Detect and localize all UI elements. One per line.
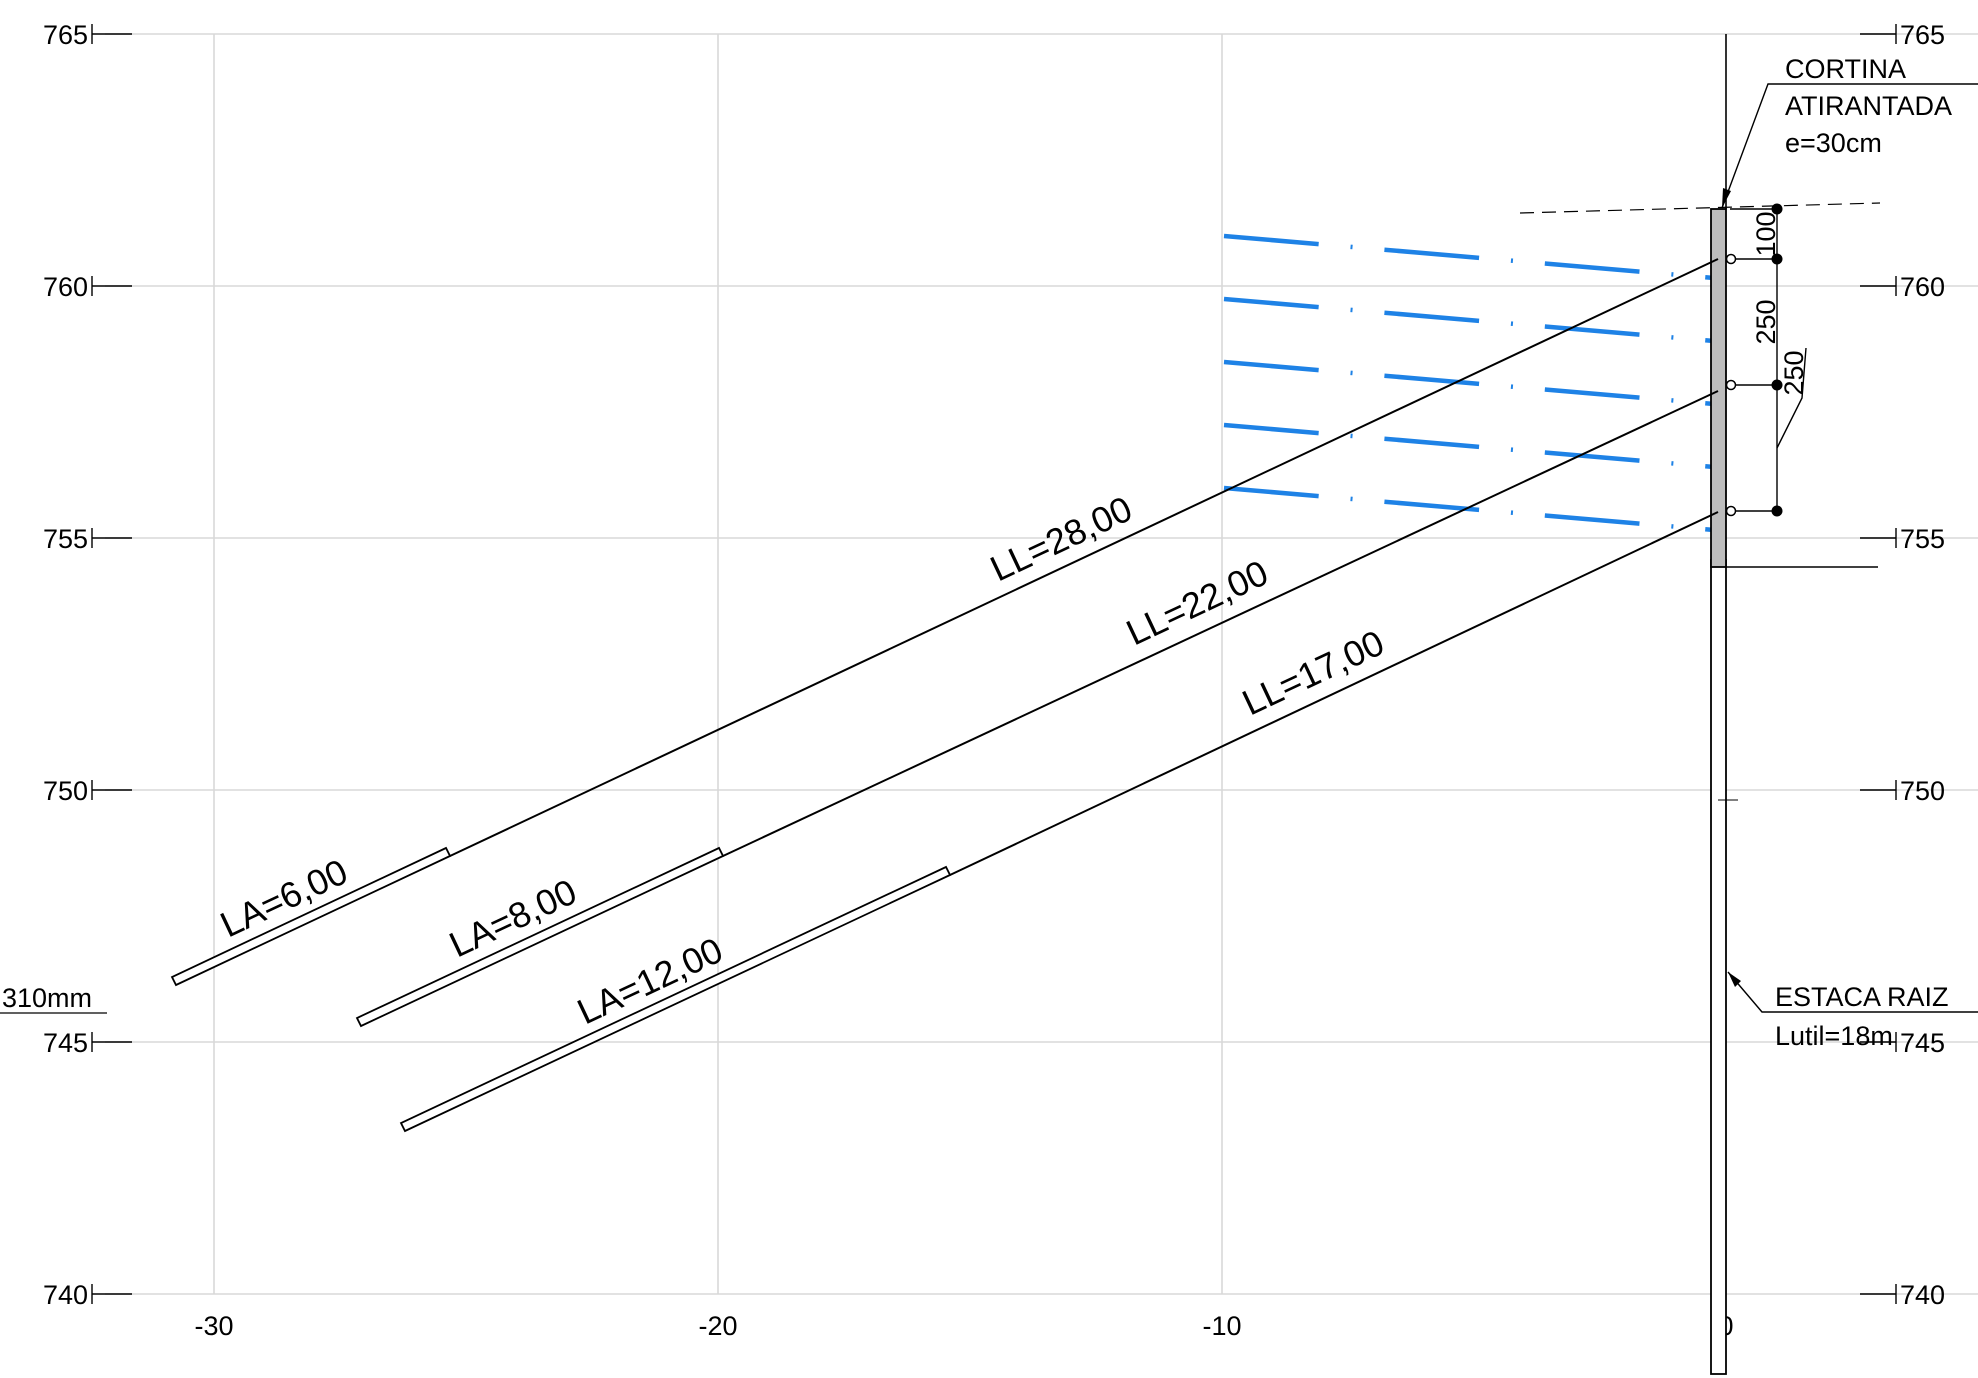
left-label-765: 765 [43,20,88,50]
ll-22-label: LL=22,00 [1120,552,1274,653]
left-label-740: 740 [43,1280,88,1310]
pile-label-line1: ESTACA RAIZ [1775,982,1949,1012]
wall-label-line2: ATIRANTADA [1785,91,1952,121]
dim-250-a: 250 [1751,299,1781,344]
terrain-line [1519,202,1881,214]
grid [105,33,1978,1295]
left-label-745: 745 [43,1028,88,1058]
ll-17-label: LL=17,00 [1236,622,1390,723]
left-elevation-ticks [91,24,132,1304]
anchor-1 [170,258,1719,987]
right-label-760: 760 [1900,272,1945,302]
distance-label-m30: -30 [194,1311,233,1341]
pile-leader [1727,971,1978,1013]
left-label-760: 760 [43,272,88,302]
right-elevation-ticks [1860,24,1897,1304]
drainage-lines [1223,233,1727,534]
dim-250-b: 250 [1779,350,1809,395]
right-label-755: 755 [1900,524,1945,554]
anchor-2 [355,390,1719,1028]
pile-leader-arrow [1728,972,1741,987]
dim-100: 100 [1751,211,1781,256]
pile-label-line2: Lutil=18m [1775,1021,1893,1051]
right-label-745: 745 [1900,1028,1945,1058]
distance-label-m10: -10 [1202,1311,1241,1341]
anchor-heads [1725,253,1737,517]
root-pile [1710,559,1727,1375]
anchored-wall [1710,208,1727,568]
left-label-750: 750 [43,776,88,806]
wall-label-line3: e=30cm [1785,128,1882,158]
anchor-3 [399,511,1719,1133]
left-label-755: 755 [43,524,88,554]
wall-leader [1721,83,1978,209]
wall-label-line1: CORTINA [1785,54,1906,84]
distance-label-m20: -20 [698,1311,737,1341]
dimension-chain [1730,203,1807,517]
diameter-label: 310mm [2,983,92,1013]
right-label-765: 765 [1900,20,1945,50]
right-label-740: 740 [1900,1280,1945,1310]
right-label-750: 750 [1900,776,1945,806]
wall-leader-arrow [1722,188,1731,208]
